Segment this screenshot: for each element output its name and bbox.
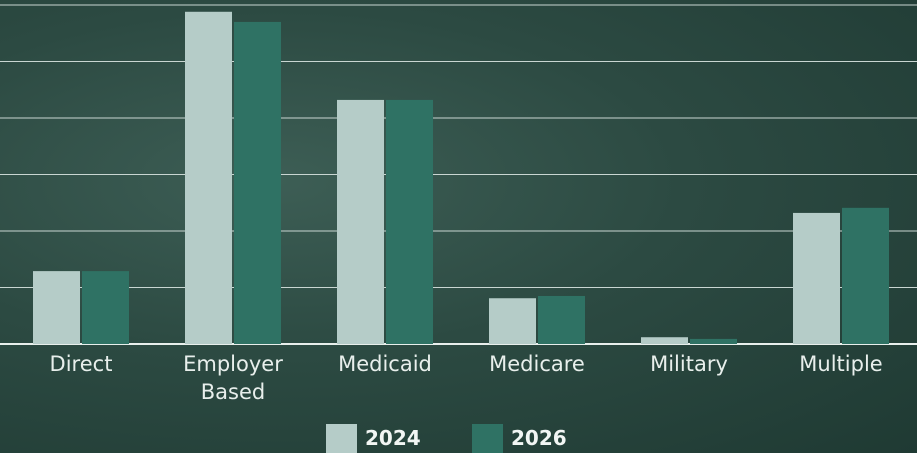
bar <box>641 337 688 344</box>
bar <box>538 296 585 344</box>
x-tick-label: Military <box>619 350 759 378</box>
legend-label: 2024 <box>365 425 421 451</box>
x-tick-label: Medicaid <box>315 350 455 378</box>
bar <box>82 271 129 344</box>
bar <box>185 12 232 344</box>
plot-area <box>0 0 917 453</box>
bar <box>842 208 889 344</box>
legend-swatch <box>472 424 503 453</box>
chart: Direct Employer Based Medicaid Medicare Mili… <box>0 0 917 453</box>
bar <box>386 100 433 344</box>
legend-swatch <box>326 424 357 453</box>
x-tick-label: Employer Based <box>163 350 303 406</box>
bar <box>33 271 80 344</box>
x-tick-label: Direct <box>11 350 151 378</box>
bar <box>690 339 737 344</box>
bar <box>793 213 840 344</box>
bar <box>337 100 384 344</box>
x-tick-label: Medicare <box>467 350 607 378</box>
bar <box>234 22 281 344</box>
x-tick-label: Multiple <box>771 350 911 378</box>
bar <box>489 298 536 344</box>
legend-label: 2026 <box>511 425 567 451</box>
